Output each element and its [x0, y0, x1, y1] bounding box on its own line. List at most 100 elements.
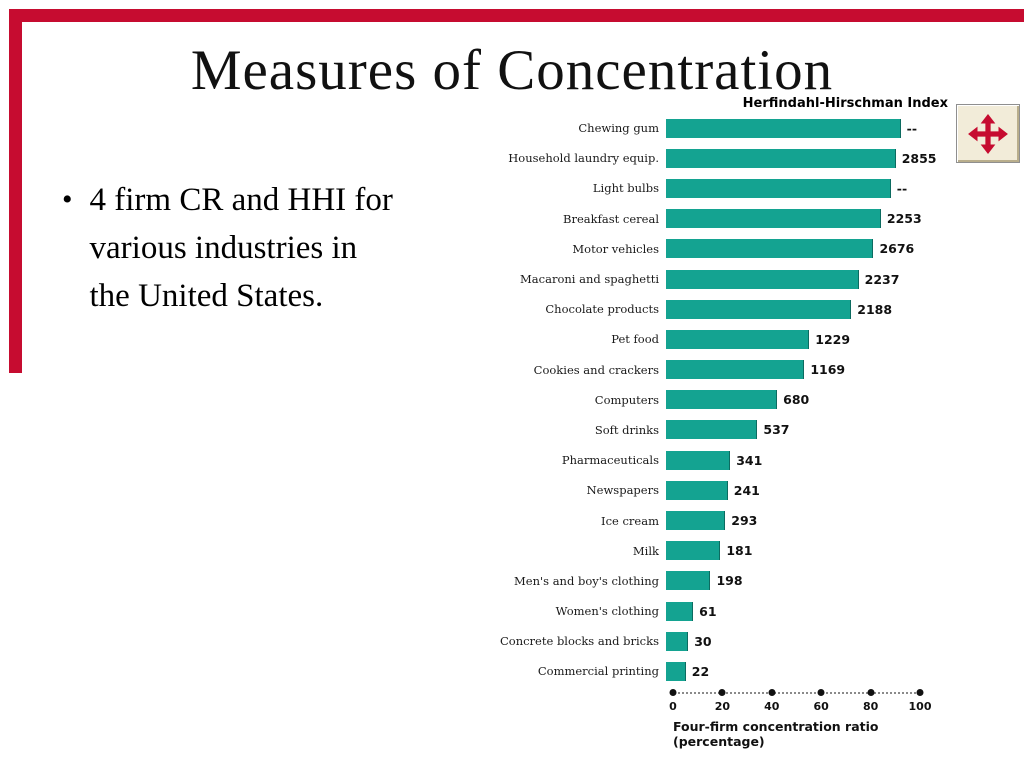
- axis-tick-label: 20: [714, 699, 731, 713]
- bar-value: 2237: [864, 271, 900, 287]
- navigation-action-button[interactable]: [956, 104, 1020, 163]
- bar-track: 2676: [666, 239, 915, 259]
- bar-track: 1169: [666, 360, 913, 380]
- bar-value: 181: [726, 543, 753, 559]
- chart-row: Breakfast cereal 2253: [498, 204, 968, 234]
- bar-value: --: [896, 180, 908, 196]
- bar-label: Milk: [632, 543, 659, 558]
- chart-row: Cookies and crackers 1169: [498, 355, 968, 385]
- bar: [666, 118, 901, 138]
- bar-value: 2855: [901, 150, 937, 166]
- chart-row: Ice cream 293: [498, 505, 968, 535]
- bar-label: Commercial printing: [537, 664, 659, 679]
- bar: [666, 511, 726, 531]
- axis-title-line1: Four-firm concentration ratio: [673, 718, 879, 734]
- bullet-line: various industries in: [89, 230, 358, 266]
- bar-track: 181: [666, 541, 913, 561]
- bar-value: 198: [716, 573, 743, 589]
- bar: [666, 661, 686, 681]
- bar-label: Concrete blocks and bricks: [499, 634, 659, 649]
- axis-title: Four-firm concentration ratio (percentag…: [673, 719, 920, 749]
- chart-row: Soft drinks 537: [498, 415, 968, 445]
- chart-row: Women's clothing 61: [498, 596, 968, 626]
- chart-row: Chewing gum --: [498, 113, 968, 143]
- bar-track: 2855: [666, 148, 937, 168]
- axis-tick-label: 60: [813, 699, 829, 713]
- chart-row: Pharmaceuticals 341: [498, 445, 968, 475]
- hhi-chart: Herfindahl-Hirschman Index Chewing gum -…: [498, 96, 968, 749]
- bar-track: 61: [666, 601, 913, 621]
- chart-rows: Chewing gum -- Household laundry equip. …: [498, 113, 968, 687]
- bar-track: 1229: [666, 329, 913, 349]
- bar-value: 2676: [879, 241, 915, 257]
- bar-value: 2188: [857, 301, 893, 317]
- chart-row: Commercial printing 22: [498, 656, 968, 686]
- bar-track: 241: [666, 480, 913, 500]
- bar-label: Newspapers: [586, 483, 659, 498]
- bar-label: Men's and boy's clothing: [513, 573, 659, 588]
- bar: [666, 209, 881, 229]
- bar-value: --: [906, 120, 918, 136]
- bar-track: 2188: [666, 299, 913, 319]
- bar: [666, 571, 711, 591]
- bar: [666, 420, 758, 440]
- chart-row: Concrete blocks and bricks 30: [498, 626, 968, 656]
- axis-tick-label: 0: [669, 699, 677, 713]
- axis-tick-label: 40: [764, 699, 780, 713]
- bar-label: Household laundry equip.: [508, 151, 659, 166]
- bar-value: 22: [691, 663, 710, 679]
- x-axis: 0 20 40 60 80 100 Four-firm concentration rat…: [669, 689, 931, 749]
- bar: [666, 329, 810, 349]
- bullet-line: 4 firm CR and HHI for: [89, 182, 393, 218]
- bar-value: 30: [694, 633, 712, 649]
- axis-title-line2: (percentage): [673, 733, 765, 749]
- bar-track: --: [666, 178, 913, 198]
- axis-tick-dot: [669, 689, 677, 697]
- bar-track: 341: [666, 450, 913, 470]
- bar-label: Motor vehicles: [572, 241, 659, 256]
- chart-row: Motor vehicles 2676: [498, 234, 968, 264]
- bar-value: 1169: [810, 362, 846, 378]
- bar-track: 537: [666, 420, 913, 440]
- accent-bar-top: [10, 9, 1024, 22]
- bar-track: --: [666, 118, 917, 138]
- bar: [666, 541, 721, 561]
- bullet-item: • 4 firm CR and HHI for various industrie…: [62, 176, 393, 320]
- bar-label: Breakfast cereal: [563, 211, 659, 226]
- chart-row: Chocolate products 2188: [498, 294, 968, 324]
- bar-track: 2237: [666, 269, 913, 289]
- bar-label: Chocolate products: [545, 302, 659, 317]
- bar-label: Chewing gum: [578, 121, 659, 136]
- bullet-line: the United States.: [89, 278, 324, 314]
- bar: [666, 148, 896, 168]
- bar: [666, 239, 874, 259]
- axis-tick-labels: 0 20 40 60 80 100: [669, 699, 931, 714]
- bar-label: Macaroni and spaghetti: [520, 272, 659, 286]
- bar-value: 293: [731, 513, 758, 529]
- bar-value: 2253: [886, 211, 922, 227]
- bullet-marker: •: [62, 183, 73, 216]
- bar: [666, 299, 852, 319]
- axis-tick-dot: [867, 689, 875, 697]
- bar-value: 680: [783, 392, 810, 408]
- bullet-text: 4 firm CR and HHI for various industries …: [90, 176, 393, 320]
- chart-row: Newspapers 241: [498, 475, 968, 505]
- bar: [666, 178, 891, 198]
- bar-track: 22: [666, 661, 913, 681]
- bar-track: 198: [666, 571, 913, 591]
- axis-tick-label: 80: [862, 699, 879, 713]
- bar-value: 537: [763, 422, 790, 438]
- page-title: Measures of Concentration: [190, 39, 834, 102]
- bar-track: 293: [666, 511, 913, 531]
- chart-row: Pet food 1229: [498, 324, 968, 354]
- bar-label: Ice cream: [601, 513, 659, 528]
- bar: [666, 390, 778, 410]
- bar: [666, 631, 689, 651]
- bar-value: 1229: [815, 331, 851, 347]
- chart-row: Milk 181: [498, 536, 968, 566]
- bar-label: Pharmaceuticals: [561, 453, 659, 468]
- bar-label: Women's clothing: [555, 604, 659, 619]
- bar-label: Soft drinks: [594, 422, 659, 437]
- chart-row: Macaroni and spaghetti 2237: [498, 264, 968, 294]
- expand-arrows-icon: [968, 113, 1008, 154]
